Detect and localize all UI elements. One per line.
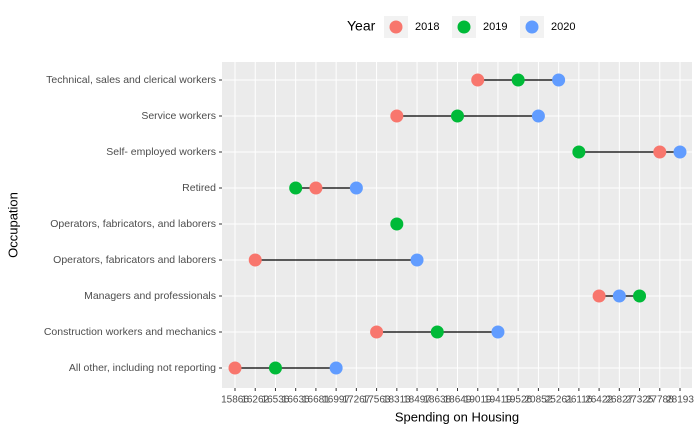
point: [653, 145, 667, 159]
x-tick-label: 15866: [221, 395, 249, 406]
x-tick-label: 17267: [342, 395, 370, 406]
point: [633, 289, 647, 303]
x-tick-label: 16636: [282, 395, 310, 406]
point: [309, 181, 323, 195]
y-tick-label: Managers and professionals: [84, 290, 216, 302]
legend-title: Year: [347, 18, 376, 34]
point: [228, 361, 242, 375]
x-tick-label: 16681: [302, 395, 330, 406]
legend-key: [457, 20, 471, 34]
x-tick-label: 20852: [525, 395, 553, 406]
point: [430, 325, 444, 339]
point: [390, 217, 404, 231]
point: [289, 181, 303, 195]
x-tick-label: 26422: [585, 395, 613, 406]
y-tick-label: Retired: [182, 182, 216, 194]
x-axis-title: Spending on Housing: [395, 409, 519, 424]
y-tick-label: Self- employed workers: [106, 146, 216, 158]
point: [572, 145, 586, 159]
point: [673, 145, 687, 159]
x-tick-label: 28193: [666, 395, 694, 406]
x-tick-label: 19019: [464, 395, 492, 406]
legend-key: [389, 20, 403, 34]
point: [248, 253, 262, 267]
point: [349, 181, 363, 195]
x-tick-label: 18313: [383, 395, 411, 406]
point: [471, 73, 485, 87]
x-tick-label: 18497: [403, 395, 431, 406]
legend-key: [525, 20, 539, 34]
point: [329, 361, 343, 375]
point: [268, 361, 282, 375]
y-tick-label: Technical, sales and clerical workers: [46, 74, 216, 86]
y-tick-label: Service workers: [141, 110, 216, 122]
y-tick-label: Operators, fabricators, and laborers: [50, 218, 216, 230]
x-tick-label: 18638: [423, 395, 451, 406]
point: [410, 253, 424, 267]
x-tick-label: 26116: [565, 395, 593, 406]
x-tick-label: 19526: [504, 395, 532, 406]
x-tick-label: 27325: [626, 395, 654, 406]
x-tick-label: 16536: [262, 395, 290, 406]
point: [390, 109, 404, 123]
y-tick-label: Construction workers and mechanics: [44, 326, 216, 338]
x-tick-label: 25261: [545, 395, 573, 406]
x-tick-label: 17563: [363, 395, 391, 406]
point: [511, 73, 525, 87]
y-tick-label: All other, including not reporting: [69, 362, 216, 374]
point: [552, 73, 566, 87]
x-tick-label: 16997: [322, 395, 350, 406]
point: [491, 325, 505, 339]
point: [531, 109, 545, 123]
legend-label: 2019: [483, 21, 507, 33]
x-tick-label: 26827: [605, 395, 633, 406]
y-axis-title: Occupation: [5, 192, 20, 258]
x-tick-label: 27788: [646, 395, 674, 406]
y-tick-label: Operators, fabricators and laborers: [53, 254, 216, 266]
point: [370, 325, 384, 339]
legend-label: 2018: [415, 21, 439, 33]
point: [451, 109, 464, 123]
point: [592, 289, 606, 303]
x-tick-label: 16262: [241, 395, 269, 406]
x-tick-label: 19419: [484, 395, 512, 406]
point: [612, 289, 626, 303]
legend-label: 2020: [551, 21, 575, 33]
x-tick-label: 18649: [444, 395, 472, 406]
